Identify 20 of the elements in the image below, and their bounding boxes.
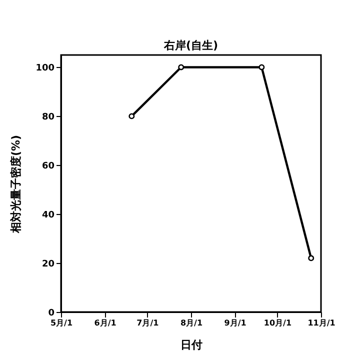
x-tick-label: 11月/1 [308,318,336,328]
point [308,255,314,262]
y-tick-label: 100 [36,64,54,74]
x-tick-label: 8月/1 [180,318,203,328]
point [128,113,135,120]
point [258,64,265,70]
x-tick-label: 10月/1 [264,318,292,328]
x-tick-label: 7月/1 [136,318,160,328]
y-tick-label: 0 [48,308,54,318]
x-tick-label: 5月/1 [50,318,73,328]
point [178,64,184,70]
x-tick-label: 6月/1 [94,318,117,328]
y-tick-label: 80 [42,112,54,123]
y-tick-label: 60 [42,162,54,172]
y-tick-label: 40 [42,210,54,221]
chart-title: 右岸(自生) [162,39,218,52]
x-tick-label: 9月/1 [224,318,247,328]
x-axis-title: 日付 [180,338,202,352]
y-axis-title: 相対光量子密度(%) [10,134,23,234]
y-tick-label: 20 [42,260,54,270]
